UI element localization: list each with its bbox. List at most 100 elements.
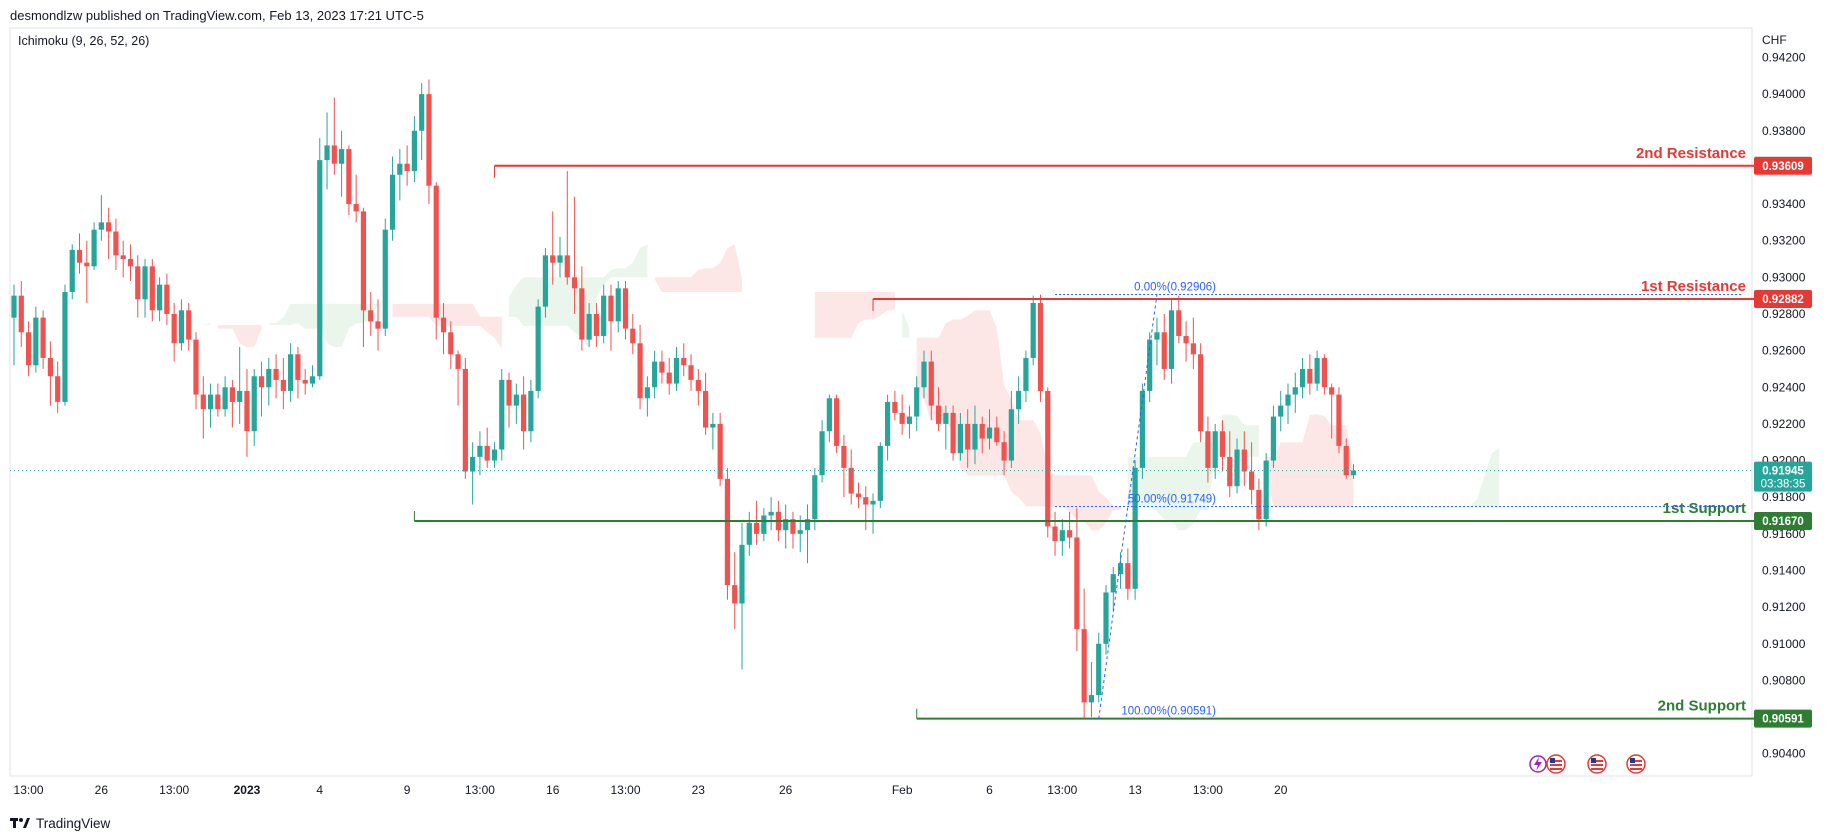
candle-down xyxy=(127,259,134,267)
price-axis[interactable]: CHF 0.942000.940000.938000.936000.934000… xyxy=(1762,33,1806,761)
candle-down xyxy=(637,343,643,399)
candle-down xyxy=(135,266,141,300)
candle-down xyxy=(346,149,352,205)
candle-down xyxy=(550,255,556,263)
candle-down xyxy=(892,401,898,413)
candle-up xyxy=(1117,563,1124,575)
candle-down xyxy=(1241,449,1247,472)
price-tag-label: 0.90591 xyxy=(1762,714,1804,726)
candle-up xyxy=(309,376,316,384)
price-tick-label: 0.93800 xyxy=(1762,124,1806,138)
candle-up xyxy=(826,398,832,432)
price-tag-bg xyxy=(1754,512,1812,531)
candle-up xyxy=(710,423,716,428)
candle-up xyxy=(207,394,214,410)
candle-up xyxy=(804,519,811,531)
candle-up xyxy=(288,354,294,391)
candle-down xyxy=(171,313,177,344)
candle-up xyxy=(1023,357,1029,391)
candle-up xyxy=(69,249,75,292)
candle-down xyxy=(1219,431,1226,457)
price-tick-label: 0.93200 xyxy=(1762,234,1806,248)
candle-down xyxy=(1205,431,1211,468)
candle-down xyxy=(76,249,83,263)
candle-up xyxy=(389,174,396,230)
candle-up xyxy=(157,284,163,311)
candle-down xyxy=(688,365,694,380)
time-axis[interactable]: 13:00 26 13:00 2023 4 9 13:00 16 13:00 23 26 Feb 6 13… xyxy=(14,783,1288,797)
candle-down xyxy=(1074,537,1080,630)
time-tick-label: 2023 xyxy=(234,783,261,797)
time-tick-label: 13:00 xyxy=(611,783,641,797)
candle-down xyxy=(440,317,447,333)
candle-down xyxy=(703,390,709,428)
candle-down xyxy=(666,372,672,384)
candle-up xyxy=(1292,387,1298,395)
event-icons[interactable] xyxy=(1529,754,1646,774)
price-tick-label: 0.92600 xyxy=(1762,344,1806,358)
time-tick-label: 6 xyxy=(986,783,993,797)
candle-up xyxy=(1030,302,1036,358)
candle-down xyxy=(928,361,934,406)
candle-down xyxy=(295,354,301,380)
candle-up xyxy=(491,449,498,461)
candle-up xyxy=(986,427,993,439)
support-resistance-levels: 2nd Resistance 1st Resistance 1st Support 2… xyxy=(413,145,1754,720)
candle-down xyxy=(1052,526,1058,542)
candle-down xyxy=(368,310,374,322)
price-tag-bg xyxy=(1754,289,1812,308)
us-flag-icon[interactable] xyxy=(1546,754,1566,774)
candle-down xyxy=(120,255,126,260)
cloud-bullish xyxy=(1470,447,1500,507)
us-flag-icon[interactable] xyxy=(1587,754,1607,774)
currency-label: CHF xyxy=(1762,33,1787,47)
candle-down xyxy=(695,379,701,391)
candle-up xyxy=(1096,643,1102,696)
candle-up xyxy=(1350,470,1357,476)
candle-down xyxy=(186,310,192,340)
candle-down xyxy=(965,423,971,450)
cloud-bearish xyxy=(217,325,262,347)
candle-up xyxy=(266,368,272,388)
candle-down xyxy=(84,262,90,267)
candle-up xyxy=(1147,339,1153,391)
candles xyxy=(10,79,1752,719)
lightning-icon[interactable] xyxy=(1529,755,1547,773)
price-tick-label: 0.91400 xyxy=(1762,563,1806,577)
candle-up xyxy=(317,160,323,377)
fibonacci-retracement: 0.00%(0.92906) 50.00%(0.91749) 100.00%(0.9… xyxy=(1055,282,1742,719)
candle-down xyxy=(1198,354,1204,432)
last-price-label: 0.91945 xyxy=(1762,466,1804,478)
us-flag-icon[interactable] xyxy=(1626,754,1646,774)
candle-up xyxy=(142,266,148,300)
candle-down xyxy=(426,94,432,186)
last-price-tag-bg xyxy=(1754,461,1812,492)
candle-up xyxy=(644,387,650,399)
time-tick-label: 13:00 xyxy=(1047,783,1077,797)
candle-up xyxy=(542,255,549,307)
candle-down xyxy=(215,394,221,410)
candle-up xyxy=(222,387,228,410)
candle-up xyxy=(914,387,920,417)
candle-up xyxy=(477,445,483,457)
candle-down xyxy=(193,339,199,395)
candle-up xyxy=(1168,310,1175,369)
candle-up xyxy=(528,390,534,432)
fib-level-label: 0.00%(0.92906) xyxy=(1134,282,1216,294)
candle-down xyxy=(353,204,359,212)
candle-down xyxy=(1307,368,1313,384)
price-tick-label: 0.93000 xyxy=(1762,270,1806,284)
candle-up xyxy=(557,255,563,263)
price-tick-label: 0.92200 xyxy=(1762,417,1806,431)
candle-down xyxy=(790,519,796,534)
candle-up xyxy=(251,376,257,432)
candle-down xyxy=(18,295,24,333)
candle-down xyxy=(302,379,308,384)
price-tick-label: 0.90800 xyxy=(1762,673,1806,687)
footer[interactable]: TradingView xyxy=(10,812,110,834)
candle-down xyxy=(462,368,468,472)
price-tick-label: 0.93400 xyxy=(1762,197,1806,211)
indicator-legend[interactable]: Ichimoku (9, 26, 52, 26) xyxy=(18,34,150,48)
candle-down xyxy=(1161,332,1167,369)
